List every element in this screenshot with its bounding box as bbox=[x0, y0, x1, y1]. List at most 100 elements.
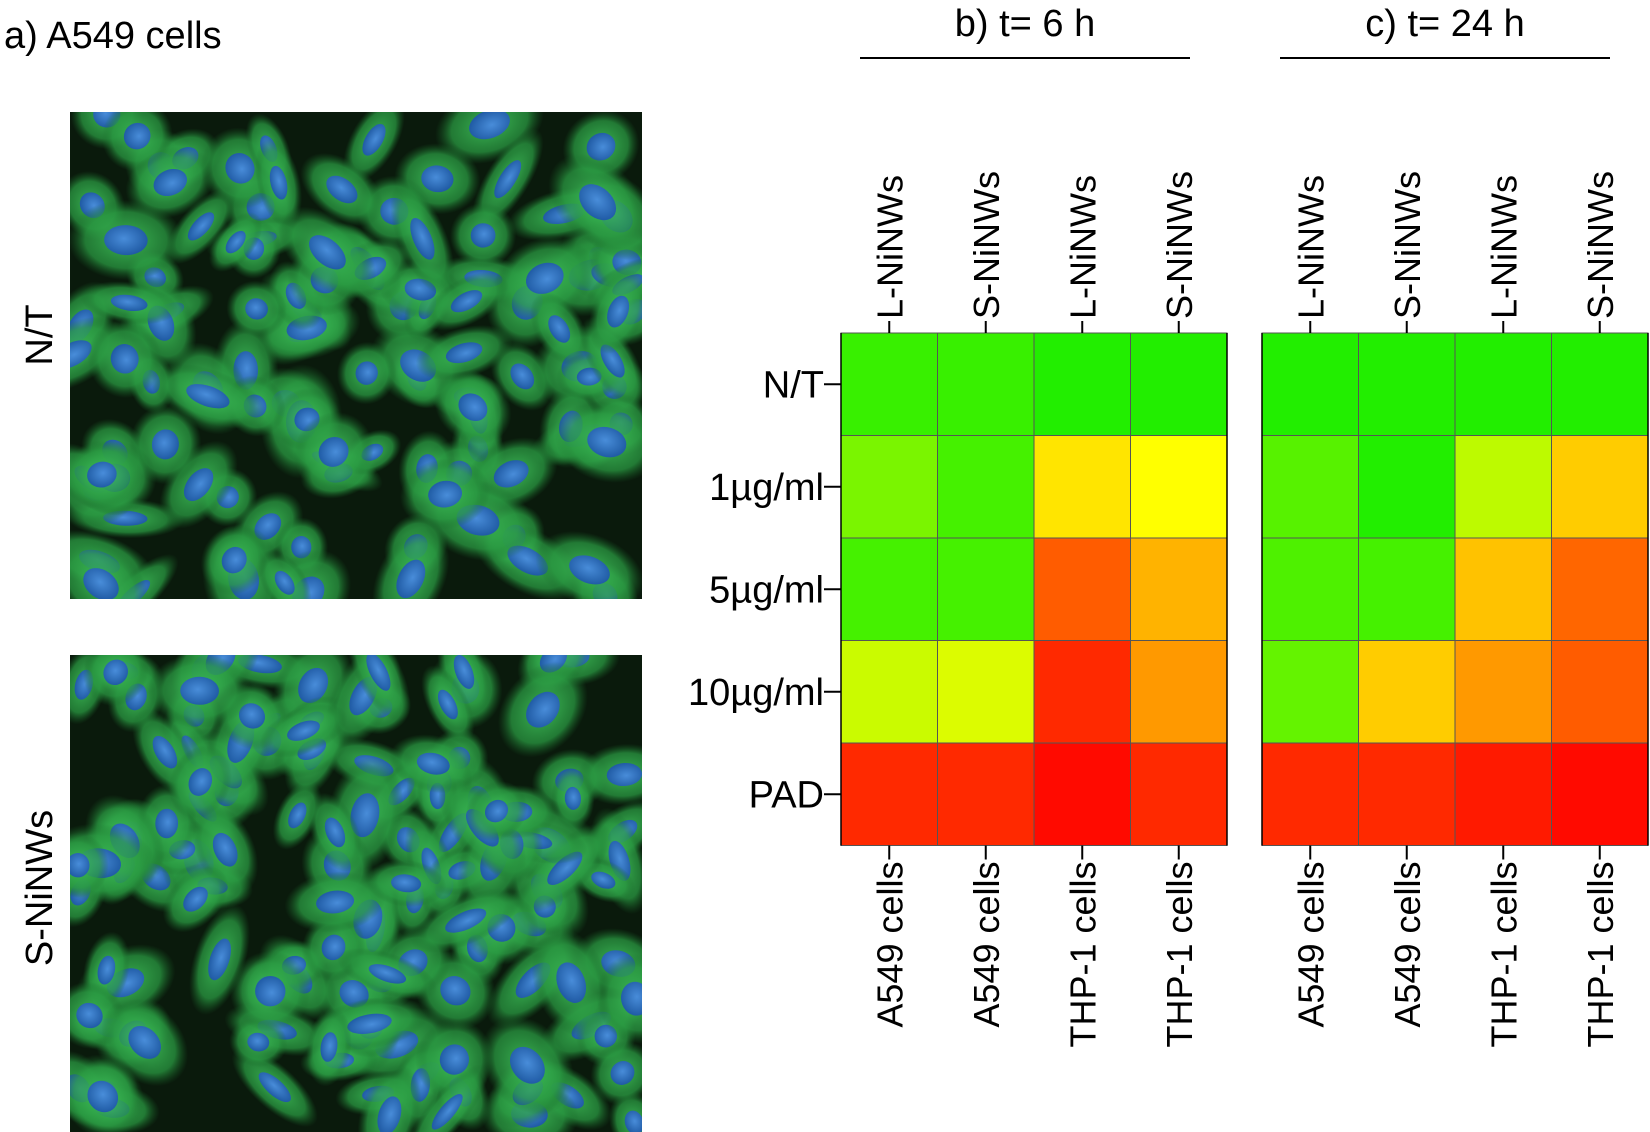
heatmap-cell bbox=[1130, 640, 1228, 744]
cell bbox=[70, 832, 109, 898]
micrograph-nt-label: N/T bbox=[19, 304, 61, 365]
heatmap-cell bbox=[1454, 640, 1552, 744]
column-label-top: S-NiNWs bbox=[1580, 171, 1621, 319]
cell bbox=[365, 859, 447, 908]
cell bbox=[87, 319, 162, 399]
cell bbox=[497, 661, 588, 758]
cell bbox=[530, 292, 589, 366]
heatmap-cell bbox=[937, 537, 1035, 641]
cell bbox=[608, 1090, 642, 1132]
row-label: N/T bbox=[763, 364, 824, 406]
cell bbox=[480, 1016, 574, 1115]
heatmap-cell bbox=[1454, 332, 1552, 436]
cell bbox=[548, 154, 642, 251]
cell bbox=[535, 530, 642, 599]
column-label-top: L-NiNWs bbox=[1062, 175, 1103, 319]
heatmap-cell bbox=[1358, 742, 1456, 846]
cell bbox=[531, 928, 611, 1037]
heatmap-cell bbox=[1454, 742, 1552, 846]
heatmap-cell bbox=[840, 537, 938, 641]
heatmap-cell bbox=[937, 640, 1035, 744]
heatmap-cell bbox=[1033, 640, 1131, 744]
cell bbox=[200, 524, 268, 596]
cell bbox=[494, 236, 596, 320]
cell bbox=[410, 888, 521, 953]
column-label-bottom: A549 cells bbox=[1387, 862, 1428, 1028]
cell bbox=[82, 655, 149, 707]
heatmap-cell bbox=[937, 435, 1035, 539]
heatmap-cell bbox=[1130, 537, 1228, 641]
heatmap-cell bbox=[1033, 332, 1131, 436]
heatmap-cell bbox=[1033, 435, 1131, 539]
cell bbox=[278, 206, 377, 299]
cell bbox=[424, 271, 509, 331]
cell bbox=[80, 281, 179, 325]
column-label-top: S-NiNWs bbox=[1159, 171, 1200, 319]
column-label-top: L-NiNWs bbox=[1483, 175, 1524, 319]
heatmap-cell bbox=[1261, 537, 1359, 641]
heatmap-cell bbox=[840, 332, 938, 436]
heatmap-cell bbox=[840, 742, 938, 846]
micrograph-nt bbox=[70, 112, 642, 599]
heatmap-cell bbox=[1551, 742, 1649, 846]
column-label-bottom: THP-1 cells bbox=[1062, 862, 1103, 1048]
heatmap-cell bbox=[1261, 435, 1359, 539]
cell bbox=[449, 202, 517, 268]
heatmap-cell bbox=[1130, 332, 1228, 436]
cell bbox=[259, 703, 348, 758]
cell bbox=[588, 269, 642, 355]
cell bbox=[346, 655, 411, 723]
column-label-bottom: THP-1 cells bbox=[1159, 862, 1200, 1048]
heatmap-title: c) t= 24 h bbox=[1365, 3, 1524, 45]
cell bbox=[70, 440, 142, 510]
heatmap-cell bbox=[1358, 640, 1456, 744]
heatmap-cell bbox=[1261, 742, 1359, 846]
micrograph-s-ninws-label: S-NiNWs bbox=[19, 810, 61, 966]
heatmap-cell bbox=[1551, 332, 1649, 436]
heatmap-24h: c) t= 24 h L-NiNWs A549 cells S-NiNWs A549 c… bbox=[1261, 3, 1649, 1048]
heatmap-cell bbox=[1033, 742, 1131, 846]
cell bbox=[258, 551, 312, 599]
cell bbox=[390, 183, 455, 295]
heatmap-cell bbox=[840, 640, 938, 744]
column-label-bottom: A549 cells bbox=[1290, 862, 1331, 1028]
cell bbox=[421, 665, 475, 744]
heatmap-cell bbox=[1358, 435, 1456, 539]
heatmap-cell bbox=[1551, 640, 1649, 744]
heatmap-cell bbox=[1358, 537, 1456, 641]
heatmap-cell bbox=[840, 435, 938, 539]
cell bbox=[162, 865, 229, 933]
cell bbox=[168, 745, 232, 819]
cell bbox=[226, 280, 287, 338]
heatmap-cell bbox=[937, 332, 1035, 436]
cell bbox=[125, 146, 216, 219]
cell bbox=[577, 743, 642, 806]
heatmap-cell bbox=[1454, 435, 1552, 539]
cell bbox=[70, 541, 149, 599]
column-label-top: S-NiNWs bbox=[1387, 171, 1428, 319]
heatmap-cell bbox=[1033, 537, 1131, 641]
heatmap-title: b) t= 6 h bbox=[955, 3, 1095, 45]
cell bbox=[415, 324, 513, 381]
cell bbox=[357, 1064, 422, 1132]
column-label-bottom: A549 cells bbox=[869, 862, 910, 1028]
cell bbox=[300, 152, 384, 227]
cell bbox=[399, 458, 491, 530]
cell bbox=[590, 1040, 642, 1106]
cell bbox=[208, 212, 263, 272]
column-label-top: S-NiNWs bbox=[966, 171, 1007, 319]
heatmap-cell bbox=[1358, 332, 1456, 436]
heatmap-cell bbox=[1454, 537, 1552, 641]
cell bbox=[70, 199, 185, 281]
cell bbox=[306, 1007, 352, 1087]
cell bbox=[343, 112, 405, 183]
cell bbox=[229, 950, 311, 1032]
cell bbox=[255, 137, 303, 228]
cell bbox=[337, 947, 438, 1000]
row-label: 1µg/ml bbox=[709, 467, 824, 509]
row-labels: N/T 1µg/ml 5µg/ml 10µg/ml PAD bbox=[688, 364, 841, 816]
cell bbox=[150, 363, 266, 429]
row-label: 5µg/ml bbox=[709, 569, 824, 611]
column-label-top: L-NiNWs bbox=[1290, 175, 1331, 319]
